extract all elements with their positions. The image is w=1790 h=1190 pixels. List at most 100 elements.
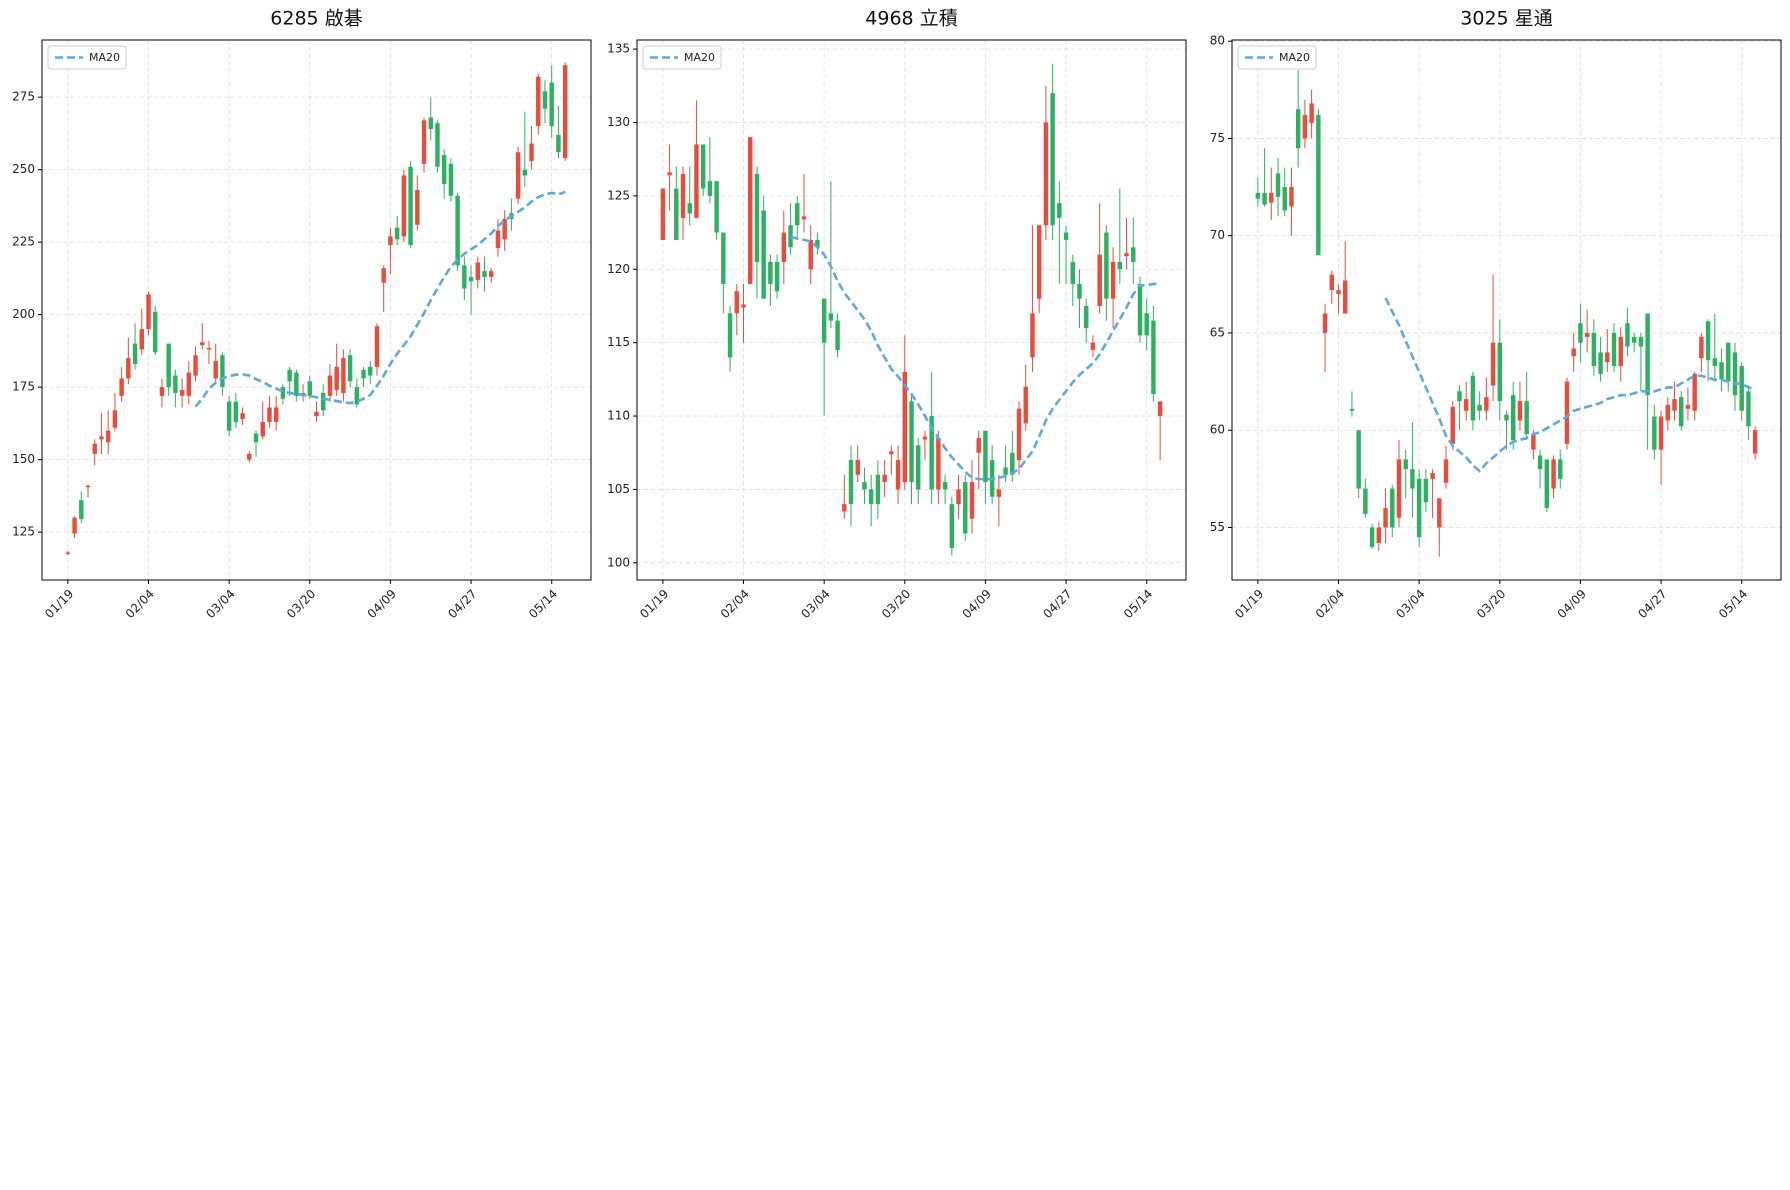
candle-body [1070,261,1075,284]
candle-body [1410,469,1415,489]
candle-body [1097,254,1102,306]
y-tick-label: 130 [607,115,630,129]
y-tick-label: 55 [1210,520,1225,534]
candle-body [1090,342,1096,350]
candle-body [969,482,975,519]
candle-body [415,189,420,225]
candle-body [922,436,928,440]
candle-body [1057,203,1062,218]
candle-body [200,342,205,346]
candle-body [92,443,97,454]
candle-body [126,358,131,379]
candle-body [280,387,286,399]
candle-body [1631,336,1637,343]
candle-body [660,188,666,240]
candle-body [179,390,185,396]
candle-body [1732,352,1738,396]
y-tick-label: 115 [607,335,630,349]
candle-body [700,144,706,189]
candle-body [1598,352,1603,374]
candle-body [1030,313,1035,358]
candle-body [1699,336,1704,359]
candle-body [1618,336,1623,367]
candle-body [1302,115,1308,139]
candle-body [1605,352,1610,363]
candle-body [368,366,373,376]
legend-box [1237,45,1317,70]
candle-body [119,378,124,396]
candle-body [536,76,541,127]
ma-line [790,235,1161,481]
candle-body [1578,323,1583,343]
candle-body [72,517,77,534]
candle-body [381,268,386,283]
y-tick-label: 225 [12,235,35,249]
legend-label: MA20 [684,51,715,64]
candle-body [1726,342,1731,382]
candle-body [388,236,393,246]
chart-title: 3025 星通 [1460,8,1552,30]
candle-body [1746,391,1751,427]
candle-body [139,329,144,350]
candle-body [1063,232,1069,240]
legend-box [47,45,127,70]
x-tick-label: 05/14 [1716,587,1750,621]
x-tick-label: 02/04 [123,587,157,621]
plot-frame [636,39,1187,581]
candle-body [455,195,460,266]
candle-body [1477,404,1482,411]
candle-body [307,381,312,396]
x-tick-label: 03/20 [284,587,318,621]
candle-body [963,482,968,534]
candle-body [146,294,151,330]
candle-body [1343,280,1348,314]
candle-body [85,485,91,488]
candle-body [273,407,279,422]
x-tick-label: 03/20 [1474,587,1508,621]
candle-body [1571,348,1576,357]
candle-body [1104,232,1109,299]
candle-body [1262,192,1267,205]
candle-body [835,320,840,350]
candle-body [1558,459,1563,479]
candle-body [680,173,686,218]
x-tick-label: 02/04 [1313,587,1347,621]
candle-body [1356,430,1361,489]
x-tick-label: 04/27 [445,587,479,621]
x-tick-label: 05/14 [526,587,560,621]
y-tick-label: 125 [607,188,630,202]
candle-body [99,436,104,440]
candle-body [1157,401,1163,417]
candle-body [788,225,793,248]
candle-body [287,369,292,382]
y-tick-label: 105 [607,482,630,496]
candle-body [186,372,192,396]
ma-line [194,190,566,408]
x-tick-label: 04/27 [1040,587,1074,621]
candle-body [855,460,860,475]
candle-body [1322,313,1328,333]
candle-body [556,134,561,153]
x-tick-label: 03/04 [203,587,237,621]
candle-body [761,210,766,299]
candle-body [213,361,218,379]
candle-body [909,401,914,483]
candle-body [1685,404,1691,409]
candle-body [562,65,568,159]
chart-title: 4968 立積 [865,8,957,30]
candle-body [327,375,333,396]
candle-body [1289,187,1294,207]
candle-body [394,227,400,240]
candle-body [956,489,961,505]
candle-body [1010,452,1015,475]
candle-body [687,203,692,214]
candle-body [1430,473,1435,479]
candle-body [1497,342,1502,402]
x-tick-label: 04/27 [1635,587,1669,621]
y-tick-label: 65 [1210,325,1225,339]
candle-body [1336,290,1341,295]
candle-body [1043,122,1049,226]
candle-body [1023,386,1028,424]
y-tick-label: 200 [12,307,35,321]
candle-body [321,392,326,411]
